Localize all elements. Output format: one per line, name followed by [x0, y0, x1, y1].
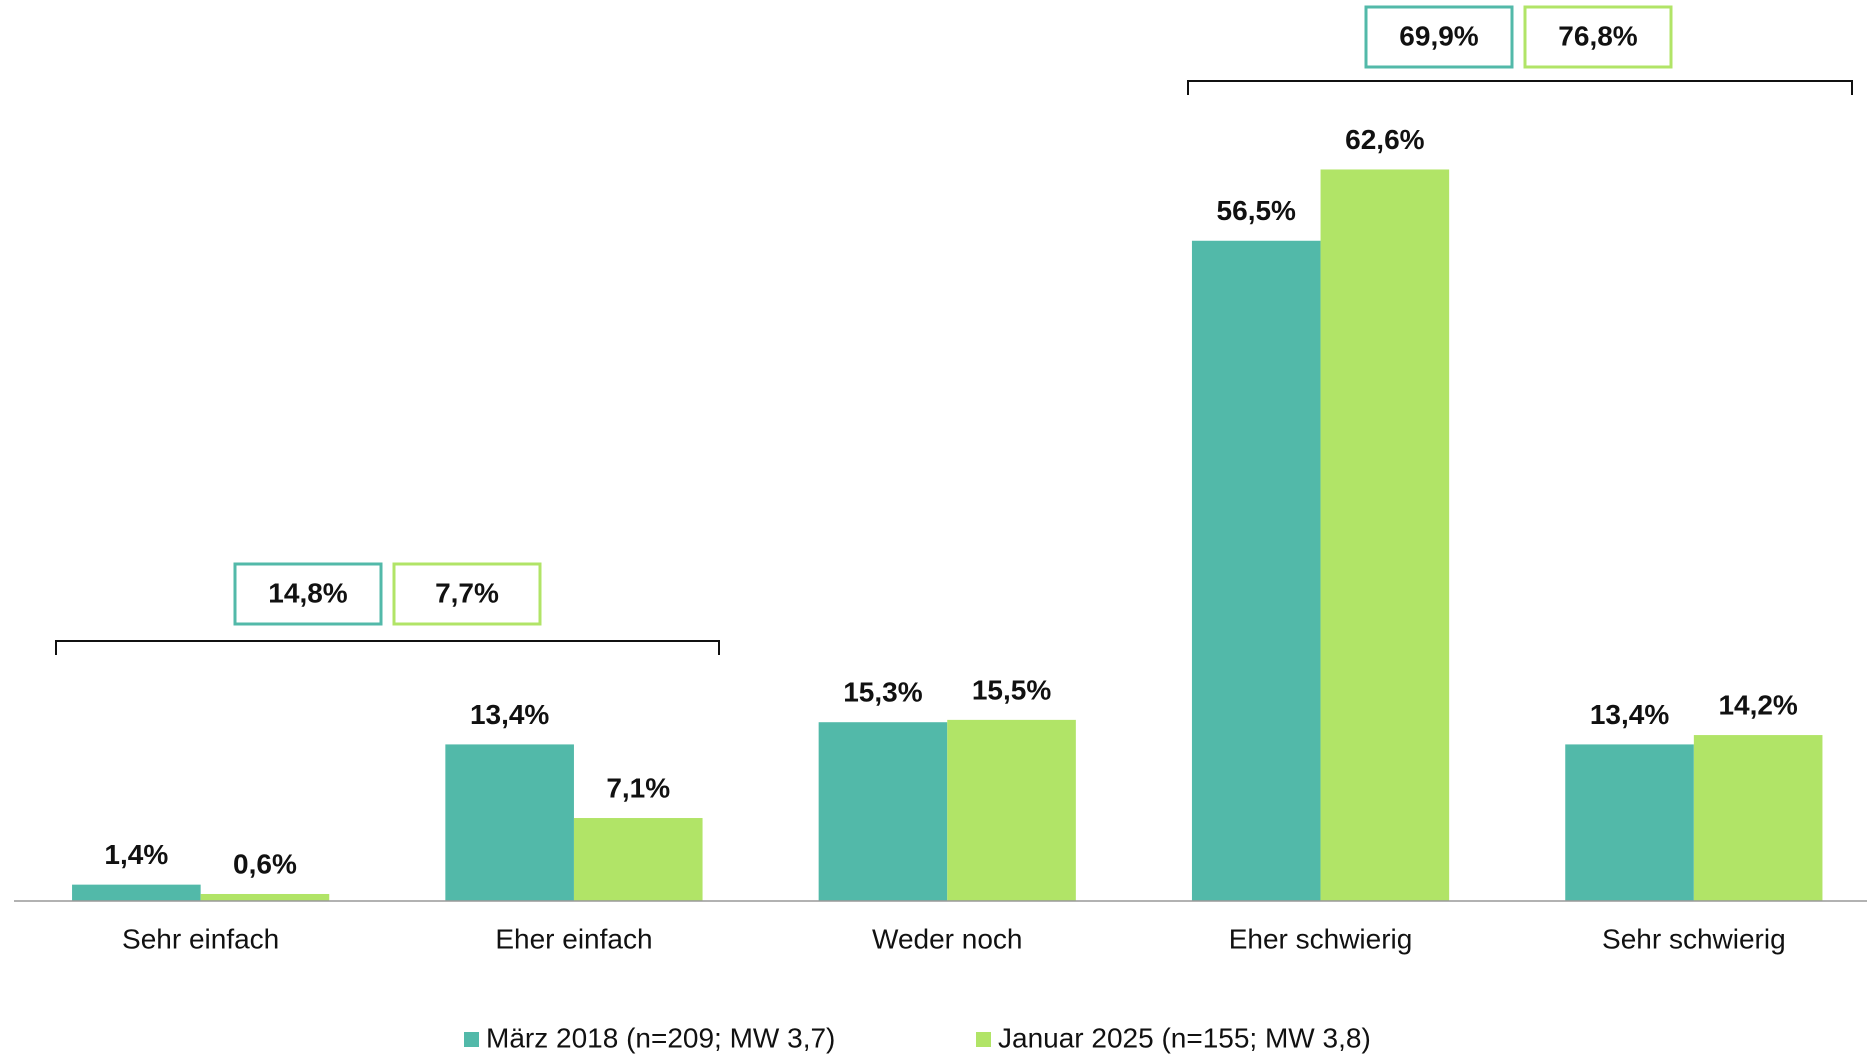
- bar: [1320, 169, 1450, 901]
- x-tick-label: Eher schwierig: [1229, 923, 1413, 954]
- value-label: 0,6%: [233, 848, 297, 879]
- value-label: 13,4%: [1590, 699, 1669, 730]
- legend-swatch: [976, 1032, 991, 1047]
- bar: [947, 719, 1076, 901]
- bar: [200, 893, 330, 901]
- annotation-box: [233, 562, 383, 626]
- value-label: 62,6%: [1345, 124, 1424, 155]
- annotation-label: 14,8%: [268, 577, 347, 608]
- x-tick-label: Sehr schwierig: [1602, 923, 1786, 954]
- value-label: 13,4%: [470, 699, 549, 730]
- annotation-label: 69,9%: [1399, 20, 1478, 51]
- value-label: 7,1%: [606, 772, 670, 803]
- annotation-label: 7,7%: [435, 577, 499, 608]
- value-label: 15,3%: [843, 677, 922, 708]
- bar: [445, 744, 574, 901]
- annotation-label: 76,8%: [1558, 20, 1637, 51]
- annotation-box: [1523, 5, 1673, 69]
- x-tick-label: Eher einfach: [495, 923, 652, 954]
- annotation-box: [392, 562, 542, 626]
- x-tick-label: Sehr einfach: [122, 923, 279, 954]
- bar: [573, 818, 703, 901]
- legend-label: Januar 2025 (n=155; MW 3,8): [998, 1022, 1371, 1053]
- value-label: 56,5%: [1217, 195, 1296, 226]
- bar: [1693, 735, 1823, 901]
- bar: [72, 884, 201, 901]
- bar: [818, 722, 948, 901]
- annotation-box: [1364, 5, 1514, 69]
- value-label: 14,2%: [1718, 689, 1797, 720]
- bracket: [1187, 80, 1853, 95]
- bar: [1565, 744, 1694, 901]
- legend-label: März 2018 (n=209; MW 3,7): [486, 1022, 835, 1053]
- x-tick-label: Weder noch: [872, 923, 1022, 954]
- bracket: [55, 640, 720, 655]
- value-label: 15,5%: [972, 674, 1051, 705]
- value-label: 1,4%: [104, 839, 168, 870]
- legend-swatch: [464, 1032, 479, 1047]
- bar: [1191, 240, 1321, 901]
